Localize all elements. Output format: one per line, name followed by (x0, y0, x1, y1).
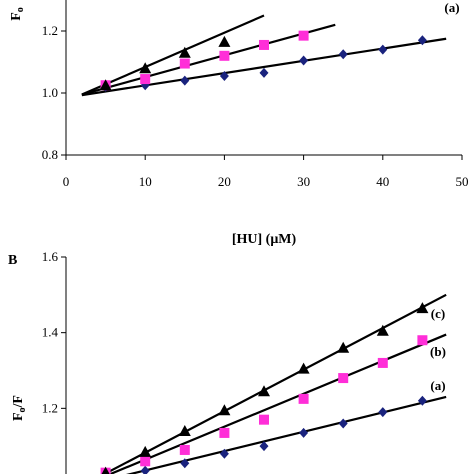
series-a-point (338, 49, 348, 60)
series-a-point (378, 407, 388, 418)
panel-a-chart: 0.8 1.0 1.2 0 10 20 30 40 50 (a) Fo [HU] (μM) (9, 0, 469, 247)
panel-a-x-tick-label: 50 (456, 174, 469, 189)
panel-b-y-tick-label: 1.2 (42, 400, 58, 415)
series-a-point (417, 35, 427, 46)
series-b-point (377, 357, 388, 368)
series-a-point (259, 67, 269, 78)
series-c-point (376, 324, 389, 336)
panel-a-x-tick-label: 0 (63, 174, 70, 189)
series-c-point (258, 385, 270, 397)
series-c-point (218, 35, 231, 47)
series-b-point (219, 50, 230, 61)
series-c-point (416, 302, 429, 314)
series-b-fit-line (107, 333, 447, 474)
panel-a-x-tick-label: 30 (297, 174, 310, 189)
series-a-point (180, 458, 190, 469)
panel-a-x-tick-label: 10 (139, 174, 152, 189)
series-b-point (140, 456, 151, 467)
series-c-point (101, 466, 110, 474)
panel-a-y-tick-label: 1.0 (42, 85, 58, 100)
panel-b-y-tick-label: 1.6 (42, 249, 59, 264)
series-b-point (259, 39, 269, 50)
series-b-point (259, 414, 269, 425)
panel-b-y-tick-label: 1.4 (42, 325, 59, 340)
series-a-point (417, 395, 427, 406)
series-b-point (140, 74, 151, 85)
panel-a-y-axis-label: Fo (9, 7, 26, 21)
panel-b-letter: B (8, 253, 17, 268)
series-c-point (139, 445, 152, 457)
series-a-label: (a) (444, 0, 459, 15)
series-c-point (218, 404, 231, 416)
series-b-point (179, 58, 190, 69)
series-a-point (180, 75, 190, 86)
series-b-label: (b) (430, 344, 446, 359)
series-c-point (139, 62, 152, 74)
panel-b-chart: B 1.2 1.4 1.6 (a) (b) (c) Fo/F (8, 249, 447, 474)
series-a-point (378, 44, 388, 55)
series-b-point (179, 444, 190, 455)
series-c-fit-line (81, 14, 265, 96)
panel-a-y-tick-label: 0.8 (42, 147, 58, 162)
series-a-point (259, 441, 269, 452)
series-b-point (338, 373, 349, 384)
series-c-point (337, 341, 350, 353)
panel-a-x-axis-label: [HU] (μM) (232, 232, 297, 247)
series-b-point (417, 335, 428, 346)
series-b-point (219, 427, 230, 438)
series-a-point (338, 418, 348, 429)
series-a-point (219, 70, 229, 81)
series-a-label: (a) (430, 378, 445, 393)
series-c-point (297, 362, 310, 374)
series-a-point (299, 55, 309, 66)
series-c-label: (c) (431, 306, 445, 321)
series-c-point (99, 79, 112, 91)
series-b-point (298, 30, 309, 41)
panel-a-x-tick-label: 20 (218, 174, 231, 189)
series-b-fit-line (81, 23, 336, 96)
panel-a-x-tick-label: 40 (376, 174, 389, 189)
panel-a-y-tick-label: 1.2 (42, 23, 58, 38)
series-c-point (178, 46, 191, 58)
panel-b-y-axis-label: Fo/F (11, 395, 28, 421)
series-a-point (219, 448, 229, 459)
series-a-point (140, 465, 150, 474)
series-b-point (298, 393, 309, 404)
series-c-point (178, 425, 191, 437)
series-a-point (299, 427, 309, 438)
